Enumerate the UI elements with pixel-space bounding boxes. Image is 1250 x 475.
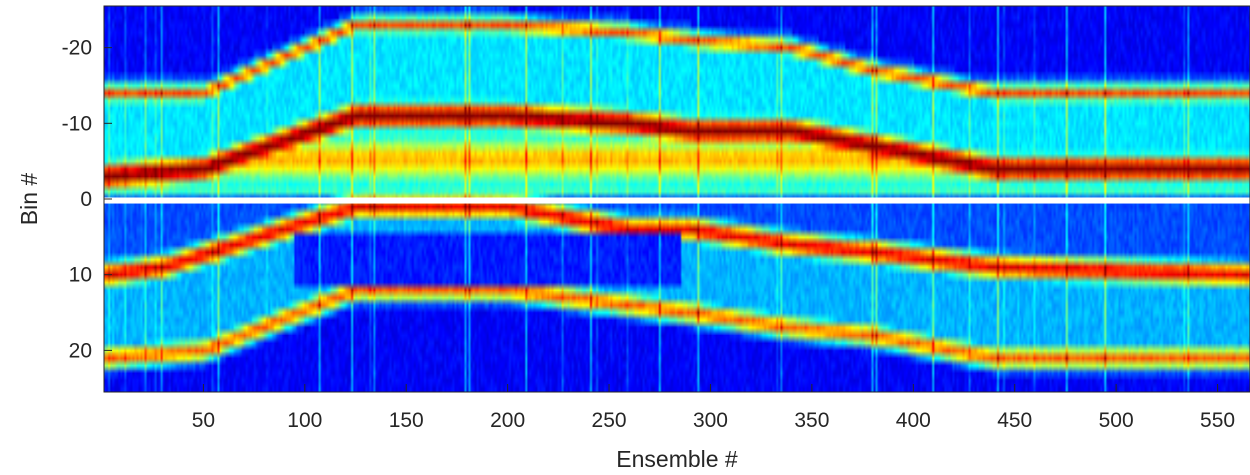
y-tick-label: 0 xyxy=(80,188,92,211)
x-tick-label: 300 xyxy=(693,409,728,432)
y-axis-ticks: -20 -10 0 10 20 xyxy=(62,37,112,362)
x-tick-label: 550 xyxy=(1200,409,1235,432)
y-tick-label: -10 xyxy=(62,112,92,135)
x-axis-ticks: 50 100 150 200 250 300 350 400 450 500 550 xyxy=(192,384,1235,432)
y-tick-label: -20 xyxy=(62,37,92,60)
x-tick-label: 100 xyxy=(287,409,322,432)
x-tick-label: 50 xyxy=(192,409,215,432)
x-tick-label: 250 xyxy=(592,409,627,432)
y-axis-label: Bin # xyxy=(16,173,42,226)
x-tick-label: 400 xyxy=(896,409,931,432)
x-axis-label: Ensemble # xyxy=(616,446,738,472)
y-tick-label: 20 xyxy=(69,339,92,362)
x-tick-label: 350 xyxy=(794,409,829,432)
gap-strip xyxy=(104,197,1250,204)
y-tick-label: 10 xyxy=(69,264,92,287)
plot-area xyxy=(103,5,1250,393)
x-tick-label: 500 xyxy=(1099,409,1134,432)
x-tick-label: 450 xyxy=(997,409,1032,432)
x-tick-label: 200 xyxy=(490,409,525,432)
data-gap xyxy=(104,197,1250,204)
x-tick-label: 150 xyxy=(389,409,424,432)
